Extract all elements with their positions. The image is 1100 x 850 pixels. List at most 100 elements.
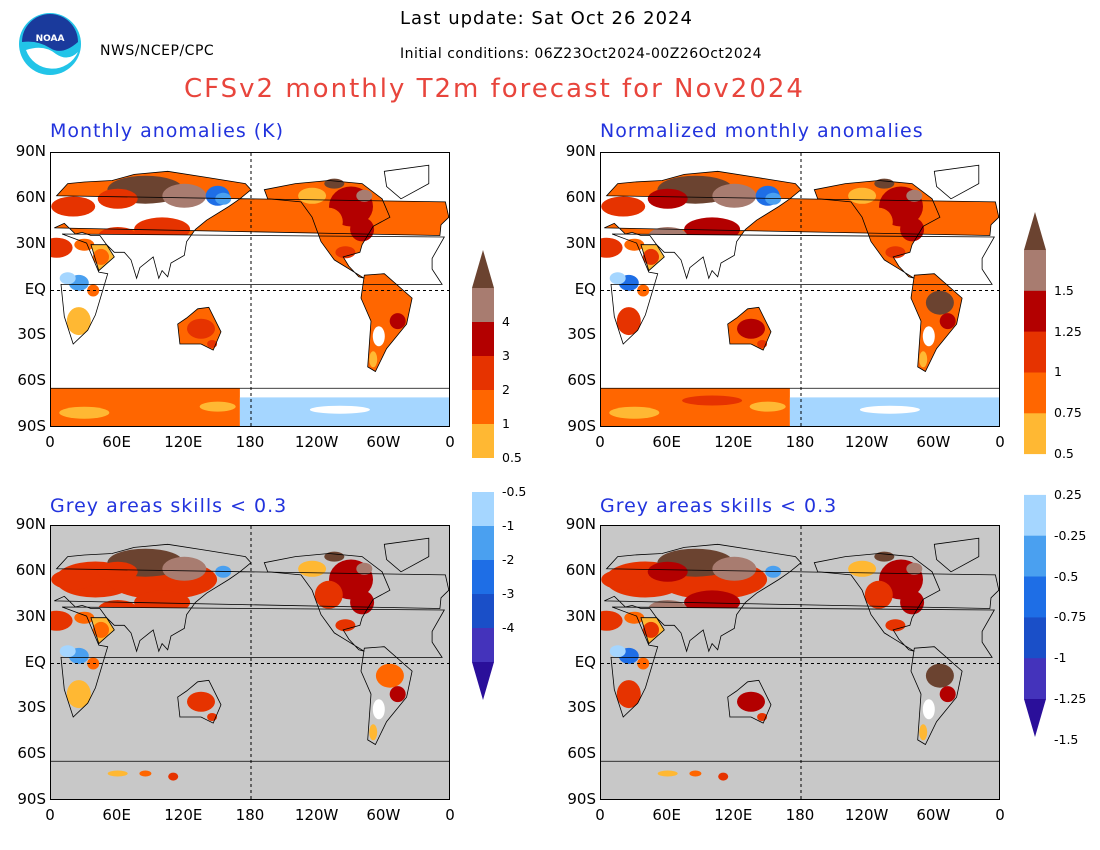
lat-label: 60S <box>567 744 596 763</box>
colorbar-level-label: -1 <box>502 518 515 533</box>
colorbar-level-label: 0.25 <box>1054 486 1082 502</box>
colorbar-left-graphic <box>472 250 494 700</box>
colorbar-segment <box>472 594 494 629</box>
colorbar-segment <box>1024 617 1046 659</box>
lat-label: 30S <box>567 698 596 717</box>
lat-label: 60S <box>17 744 46 763</box>
lon-label: 0 <box>595 433 605 451</box>
lat-label: EQ <box>24 279 46 298</box>
colorbar-level-label: -2 <box>502 552 515 567</box>
colorbar-top-triangle <box>1024 212 1046 250</box>
map-top-left-graphic <box>51 153 449 426</box>
colorbar-segment <box>1024 413 1046 455</box>
colorbar-level-label: 4 <box>502 314 510 329</box>
lon-label: 120E <box>164 433 203 451</box>
lat-label: 60N <box>15 560 46 579</box>
lon-label: 120W <box>294 433 339 451</box>
colorbar-segment <box>1024 658 1046 700</box>
logo-text: NOAA <box>35 34 65 44</box>
colorbar-level-label: 3 <box>502 348 510 363</box>
colorbar-level-label: 0.5 <box>1054 446 1074 462</box>
colorbar-level-label: 1 <box>502 416 510 431</box>
lat-label: 60S <box>17 371 46 390</box>
lon-label: 120E <box>714 806 753 824</box>
panel-title-top-left: Monthly anomalies (K) <box>50 120 285 142</box>
lat-label: 90S <box>567 417 596 435</box>
colorbar-level-label: -0.5 <box>502 484 527 499</box>
colorbar-segment <box>1024 494 1046 537</box>
colorbar-segment <box>1024 290 1046 333</box>
colorbar-bottom-triangle <box>1024 699 1046 737</box>
colorbar-level-label: -0.5 <box>1054 568 1079 584</box>
map-top-right <box>600 152 1000 427</box>
lon-label: 60E <box>652 806 681 824</box>
colorbar-level-label: -0.75 <box>1054 609 1087 625</box>
lon-label: 120W <box>844 806 889 824</box>
colorbar-segment <box>472 526 494 561</box>
lat-label: 30N <box>565 606 596 625</box>
lat-label: 30N <box>565 233 596 252</box>
colorbar-segment <box>1024 454 1046 496</box>
colorbar-left <box>468 250 498 700</box>
map-bottom-right-graphic <box>601 526 999 799</box>
colorbar-segment <box>472 356 494 391</box>
lat-label: 60S <box>567 371 596 390</box>
colorbar-segment <box>472 390 494 425</box>
map-bottom-right <box>600 525 1000 800</box>
colorbar-top-triangle <box>472 250 494 288</box>
colorbar-segment <box>472 628 494 663</box>
colorbar-segment <box>1024 372 1046 414</box>
lon-label: 120W <box>844 433 889 451</box>
lat-label: EQ <box>574 652 596 671</box>
lat-label: 90N <box>565 515 596 533</box>
lat-label: 60N <box>565 560 596 579</box>
lat-label: 90S <box>17 790 46 808</box>
panel-title-top-right: Normalized monthly anomalies <box>600 120 924 142</box>
map-bottom-left-graphic <box>51 526 449 799</box>
lat-label: 90N <box>15 515 46 533</box>
lat-label: 30N <box>15 606 46 625</box>
lat-label: 60N <box>565 187 596 206</box>
colorbar-level-label: -1 <box>1054 650 1067 666</box>
colorbar-level-label: -0.25 <box>1054 527 1087 543</box>
lat-label: EQ <box>574 279 596 298</box>
lon-label: 0 <box>45 806 55 824</box>
lon-label: 60W <box>916 433 951 451</box>
lon-label: 180 <box>785 806 815 824</box>
colorbar-segment <box>472 424 494 459</box>
lon-label: 60W <box>366 433 401 451</box>
lon-label: 0 <box>45 433 55 451</box>
main-title: CFSv2 monthly T2m forecast for Nov2024 <box>184 74 805 104</box>
lon-label: 0 <box>595 806 605 824</box>
lat-label: 90N <box>565 142 596 160</box>
lon-label: 0 <box>445 806 455 824</box>
colorbar-level-label: -1.25 <box>1054 691 1087 706</box>
lat-label: 30S <box>17 325 46 344</box>
colorbar-level-label: -1.5 <box>1054 731 1079 747</box>
lat-label: EQ <box>24 652 46 671</box>
lon-label: 60E <box>102 433 131 451</box>
colorbar-right <box>1020 212 1050 737</box>
panel-title-bottom-left: Grey areas skills < 0.3 <box>50 495 288 517</box>
lat-label: 90N <box>15 142 46 160</box>
colorbar-level-label: 0.75 <box>1054 405 1082 421</box>
colorbar-level-label: 2 <box>502 382 510 397</box>
lon-label: 120E <box>714 433 753 451</box>
lon-label: 180 <box>235 806 265 824</box>
colorbar-segment <box>472 492 494 527</box>
lon-label: 60W <box>916 806 951 824</box>
lat-label: 30S <box>17 698 46 717</box>
agency-label: NWS/NCEP/CPC <box>100 43 215 59</box>
lon-label: 0 <box>995 433 1005 451</box>
map-top-left <box>50 152 450 427</box>
panel-title-bottom-right: Grey areas skills < 0.3 <box>600 495 838 517</box>
last-update-text: Last update: Sat Oct 26 2024 <box>400 8 693 29</box>
colorbar-segment <box>472 322 494 357</box>
lat-label: 30N <box>15 233 46 252</box>
colorbar-level-label: 1.25 <box>1054 323 1082 339</box>
map-top-right-graphic <box>601 153 999 426</box>
colorbar-segment <box>1024 331 1046 373</box>
lat-label: 90S <box>567 790 596 808</box>
colorbar-level-label: 0.5 <box>502 450 522 465</box>
colorbar-segment <box>1024 576 1046 618</box>
